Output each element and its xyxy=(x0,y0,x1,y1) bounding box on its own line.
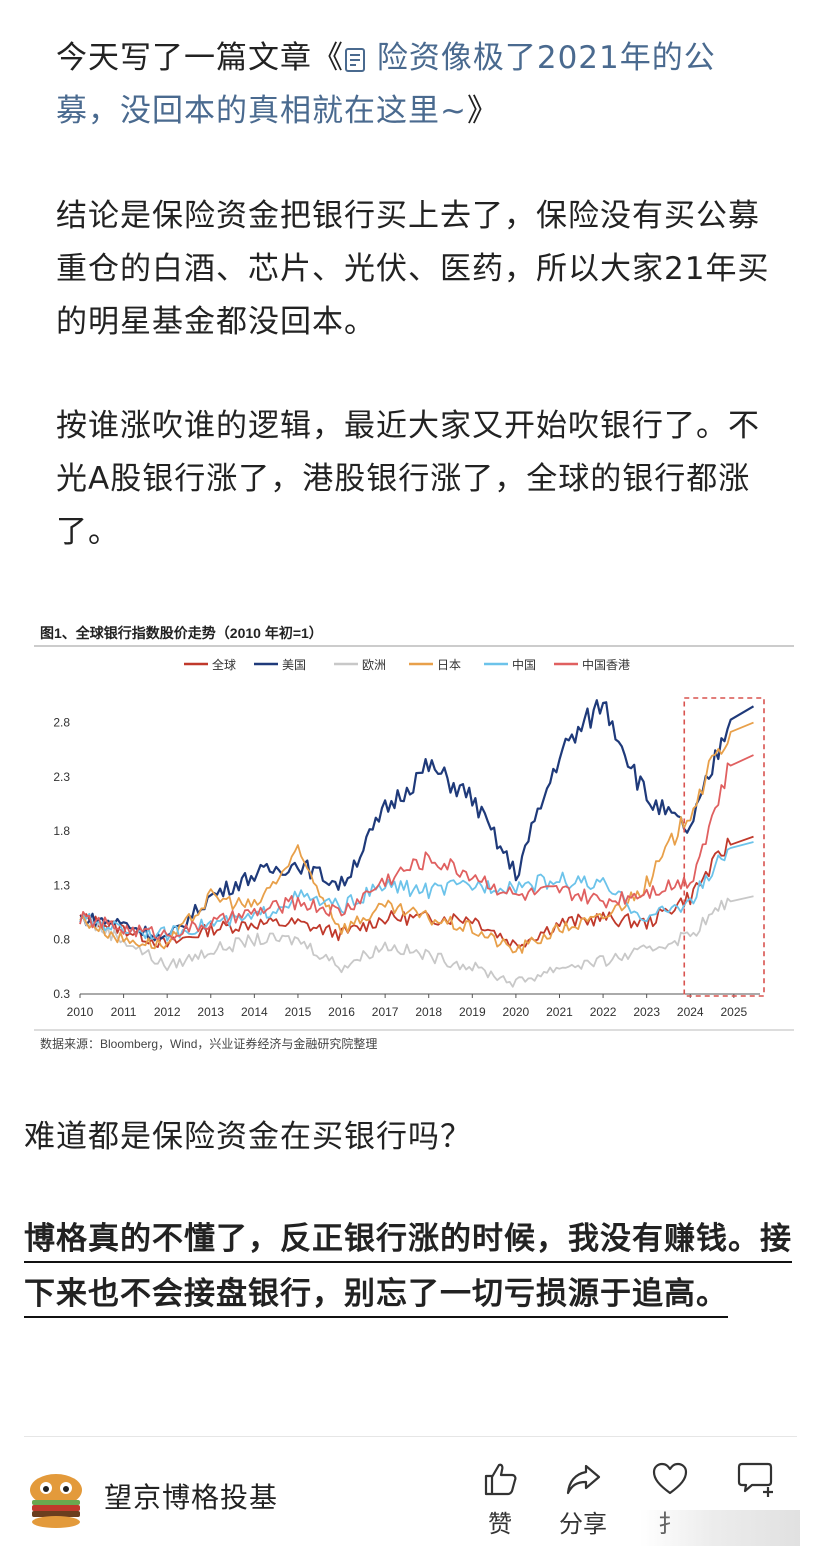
x-tick-label-11: 2021 xyxy=(546,1005,573,1019)
chart-title: 图1、全球银行指数股价走势（2010 年初=1） xyxy=(40,625,323,641)
article-link[interactable]: 险资像极了2021年的公募，没回本的真相就在这里~ xyxy=(56,40,716,129)
chart-title-bg xyxy=(34,618,794,646)
y-tick-label-1: 0.8 xyxy=(53,933,70,947)
y-tick-label-3: 1.8 xyxy=(53,824,70,838)
legend-label-2: 欧洲 xyxy=(362,658,386,672)
legend-label-5: 中国香港 xyxy=(582,657,630,672)
x-tick-label-0: 2010 xyxy=(67,1005,94,1019)
legend-label-1: 美国 xyxy=(282,658,306,672)
x-tick-label-5: 2015 xyxy=(285,1005,312,1019)
x-tick-label-1: 2011 xyxy=(111,1005,137,1019)
like-label: 赞 xyxy=(488,1510,512,1538)
question-text: 难道都是保险资金在买银行吗？ xyxy=(24,1119,472,1155)
x-tick-label-4: 2014 xyxy=(241,1005,268,1019)
highlight-box xyxy=(683,697,765,997)
x-tick-label-7: 2017 xyxy=(372,1005,399,1019)
avatar[interactable] xyxy=(24,1468,88,1532)
share-label: 分享 xyxy=(559,1510,607,1538)
legend-label-3: 日本 xyxy=(437,658,461,672)
heart-icon xyxy=(652,1462,688,1495)
series-line-0 xyxy=(79,835,754,949)
y-tick-label-0: 0.3 xyxy=(53,987,70,1001)
bold-conclusion-text: 博格真的不懂了，反正银行涨的时候，我没有赚钱。接下来也不会接盘银行，别忘了一切亏… xyxy=(24,1221,792,1318)
article-paragraph-3: 按谁涨吹谁的逻辑，最近大家又开始吹银行了。不光A股银行涨了，港股银行涨了，全球的… xyxy=(56,408,760,550)
like-button[interactable]: 赞 xyxy=(470,1460,530,1539)
x-tick-label-13: 2023 xyxy=(633,1005,660,1019)
bank-index-chart[interactable]: 图1、全球银行指数股价走势（2010 年初=1） 全球 美国 欧洲 日本 中国 中国香港 0.… xyxy=(34,612,794,1062)
y-tick-label-5: 2.8 xyxy=(53,716,70,730)
x-tick-label-12: 2022 xyxy=(590,1005,617,1019)
chart-source: 数据来源：Bloomberg，Wind，兴业证券经济与金融研究院整理 xyxy=(40,1036,377,1051)
x-tick-label-6: 2016 xyxy=(328,1005,355,1019)
legend-label-4: 中国 xyxy=(512,657,536,672)
p1-suffix: 》 xyxy=(466,93,499,129)
series-line-5 xyxy=(79,754,754,941)
x-tick-label-10: 2020 xyxy=(503,1005,530,1019)
thumbs-up-icon xyxy=(484,1463,517,1496)
x-tick-label-9: 2019 xyxy=(459,1005,486,1019)
article-paragraph-1: 今天写了一篇文章《 险资像极了2021年的公募，没回本的真相就在这里~》 xyxy=(56,32,776,138)
x-tick-label-14: 2024 xyxy=(677,1005,704,1019)
x-tick-label-8: 2018 xyxy=(415,1005,442,1019)
document-icon xyxy=(345,47,365,72)
comment-plus-icon xyxy=(737,1462,773,1497)
series-line-1 xyxy=(79,699,755,942)
article-link-text[interactable]: 险资像极了2021年的公募，没回本的真相就在这里~ xyxy=(56,40,716,129)
p1-prefix: 今天写了一篇文章《 xyxy=(56,40,344,76)
blurred-overlay xyxy=(640,1510,800,1546)
series-line-3 xyxy=(79,721,754,954)
y-tick-label-2: 1.3 xyxy=(53,878,70,892)
share-button[interactable]: 分享 xyxy=(553,1460,613,1539)
series-line-2 xyxy=(79,895,754,988)
author-name[interactable]: 望京博格投基 xyxy=(104,1481,279,1514)
x-tick-label-15: 2025 xyxy=(720,1005,747,1019)
y-tick-label-4: 2.3 xyxy=(53,770,70,784)
x-tick-label-2: 2012 xyxy=(154,1005,181,1019)
share-icon xyxy=(566,1464,601,1495)
legend-label-0: 全球 xyxy=(212,657,236,672)
divider xyxy=(24,1436,797,1437)
bold-conclusion: 博格真的不懂了，反正银行涨的时候，我没有赚钱。接下来也不会接盘银行，别忘了一切亏… xyxy=(24,1212,799,1322)
comment-button[interactable] xyxy=(726,1460,786,1504)
article-paragraph-2: 结论是保险资金把银行买上去了，保险没有买公募重仓的白酒、芯片、光伏、医药，所以大… xyxy=(56,198,770,340)
x-tick-label-3: 2013 xyxy=(197,1005,224,1019)
